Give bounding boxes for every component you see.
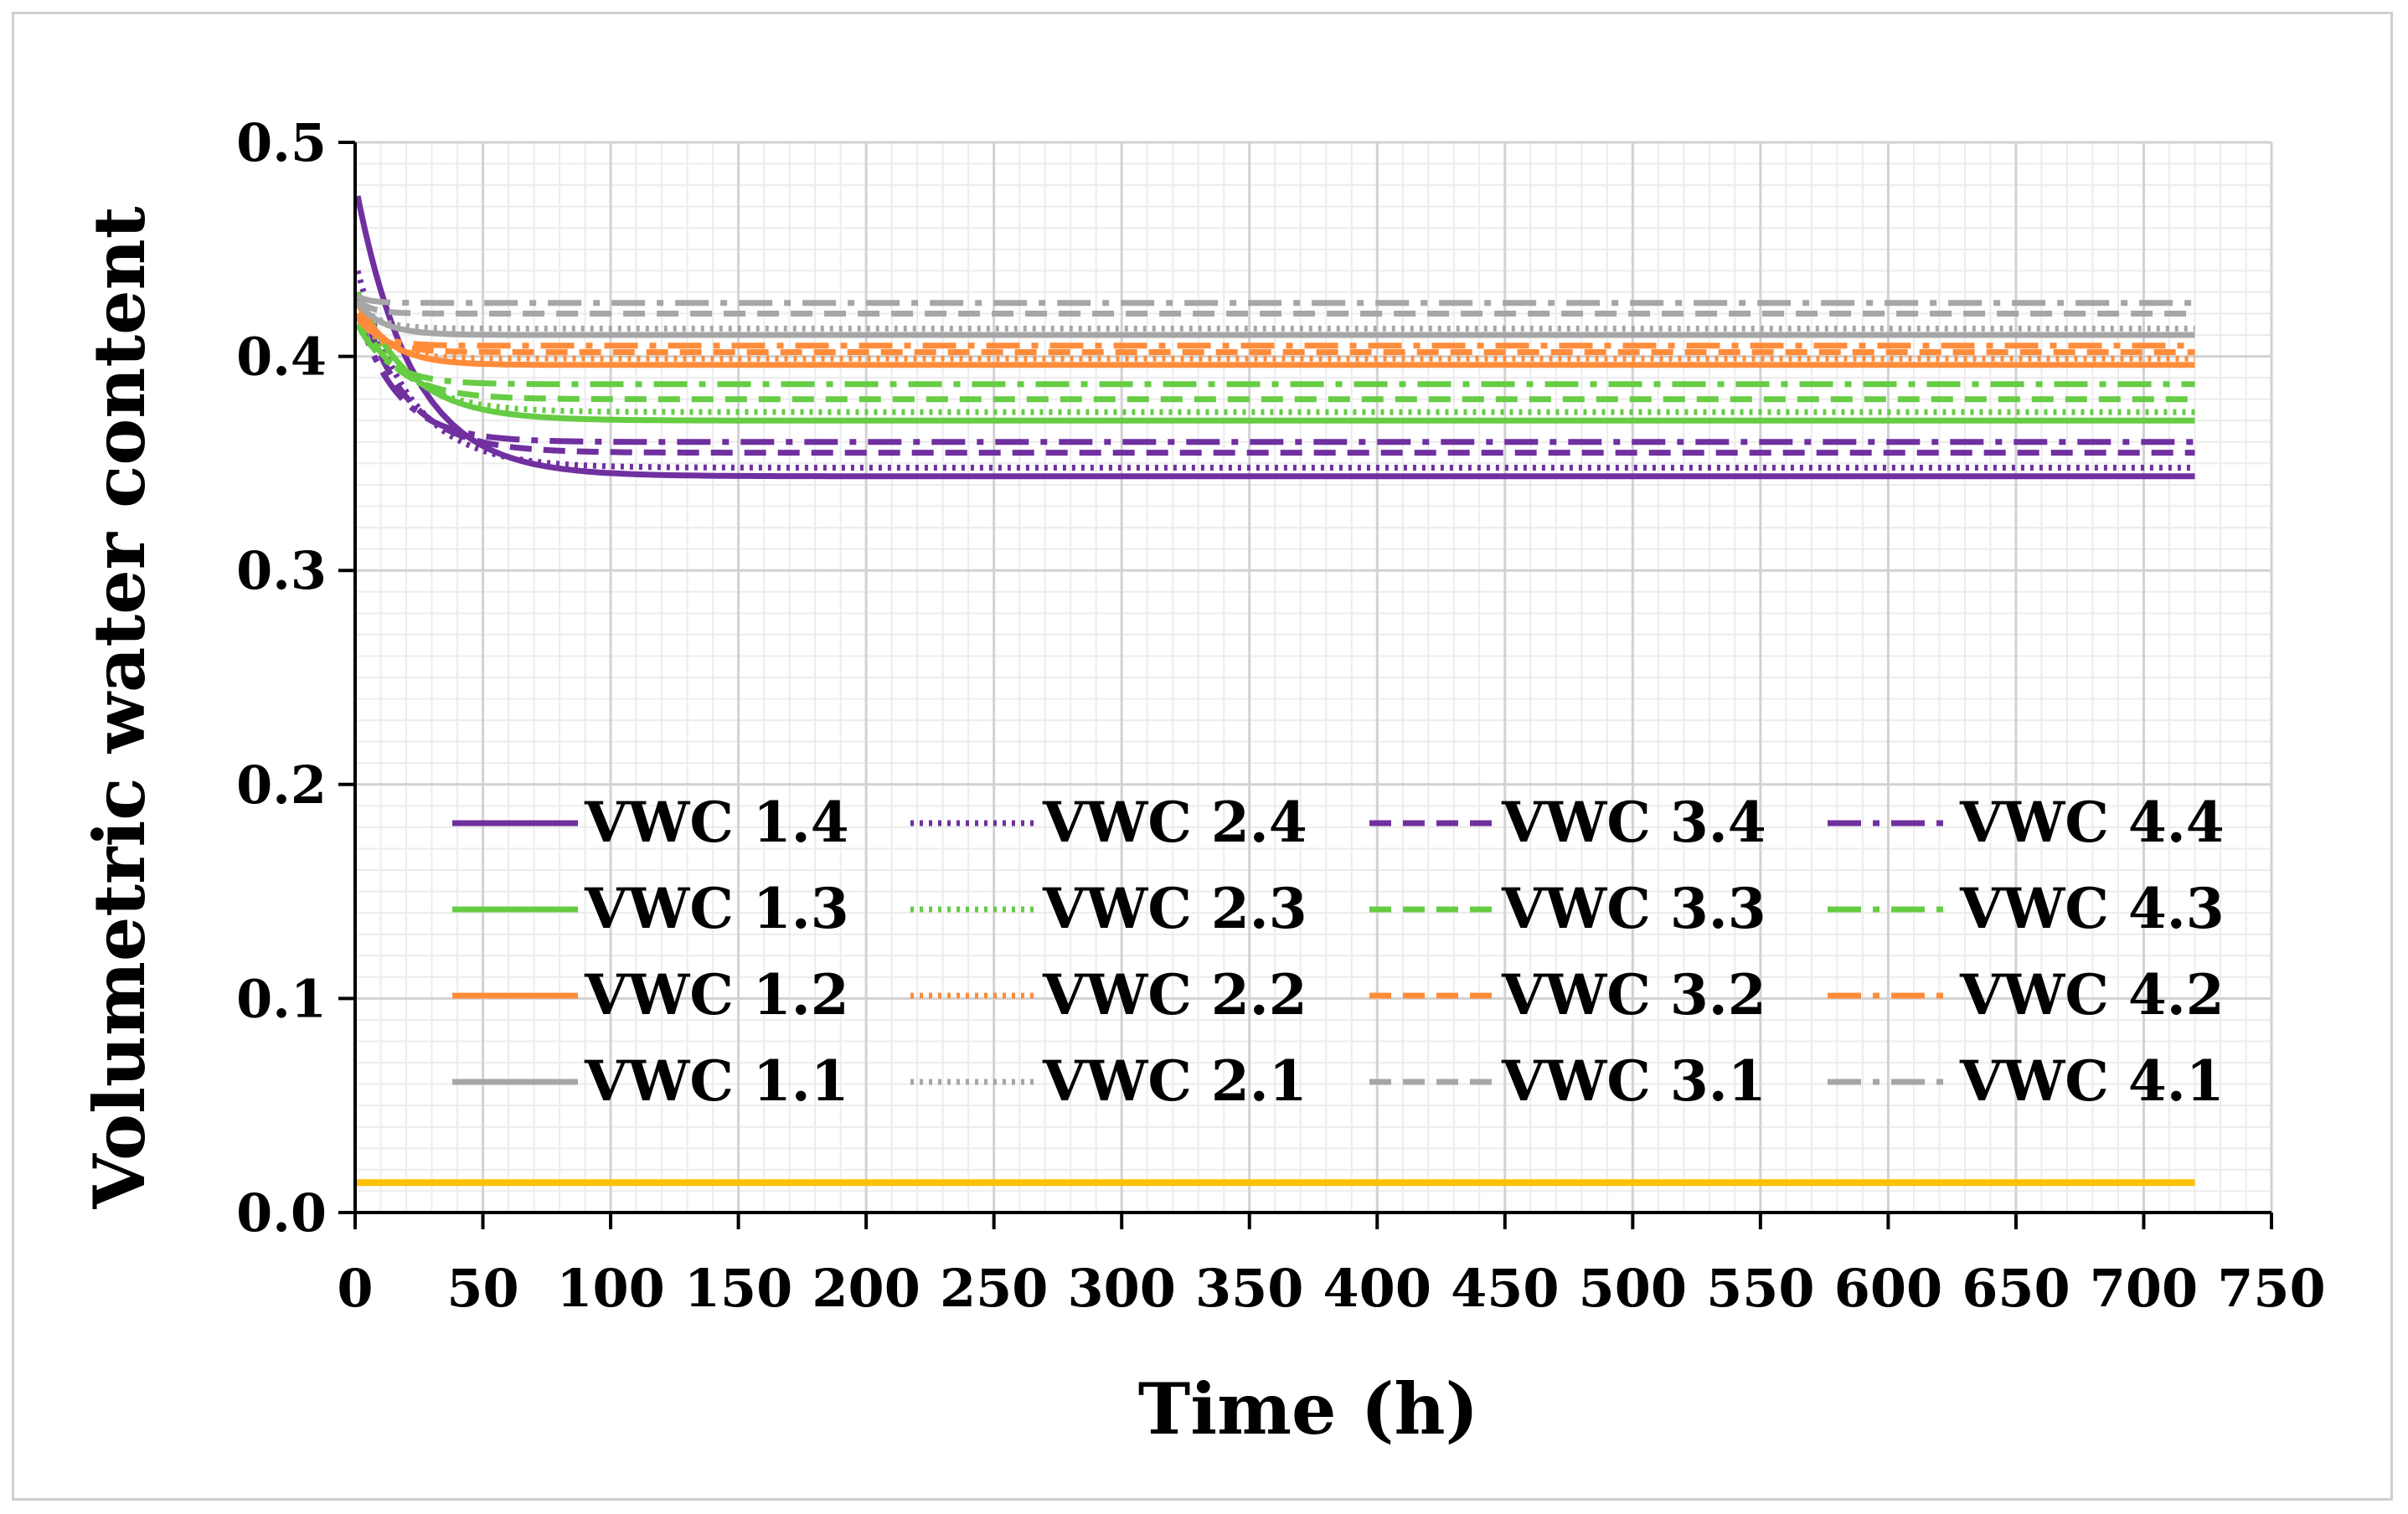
x-tick-label: 550	[1706, 1258, 1814, 1319]
y-axis-title: Volumetric water content	[78, 206, 161, 1209]
series-vwc-3-3	[354, 312, 2195, 403]
tick-labels: 0 50 100 150 200 250 300 350 400 450 500 550 600 650 7…	[236, 112, 2326, 1319]
series-vwc-2-1	[355, 301, 2195, 332]
y-tick-label: 0.2	[236, 754, 327, 816]
y-tick-label: 0.0	[236, 1182, 327, 1244]
legend-label: VWC 4.4	[1959, 790, 2225, 855]
series-layer	[354, 195, 2195, 1187]
series-vwc-1-4	[354, 195, 2195, 480]
series-vwc-1-1	[355, 301, 2195, 338]
series-vwc-4-2	[355, 316, 2195, 349]
series-vwc-1-3	[354, 291, 2195, 424]
series-vwc-3-2	[355, 312, 2195, 355]
series-vwc-3-1	[355, 298, 2195, 317]
axes	[338, 141, 2273, 1229]
legend-label: VWC 3.4	[1501, 790, 1766, 855]
x-tick-label: 150	[684, 1258, 792, 1319]
series-vwc-3-4	[354, 291, 2195, 456]
x-tick-label: 750	[2217, 1258, 2325, 1319]
y-tick-label: 0.1	[236, 968, 327, 1029]
legend-label: VWC 1.1	[584, 1048, 849, 1114]
legend-label: VWC 3.3	[1501, 876, 1766, 941]
x-tick-label: 100	[556, 1258, 664, 1319]
x-tick-label: 450	[1451, 1258, 1559, 1319]
legend-label: VWC 1.3	[584, 876, 849, 941]
series-vwc-2-2	[355, 312, 2195, 362]
y-tick-label: 0.5	[236, 112, 327, 173]
legend: VWC 1.4 VWC 2.4 VWC 3.4 VWC 4.4 VWC 1.3 VWC 2…	[452, 790, 2225, 1114]
x-tick-label: 500	[1579, 1258, 1687, 1319]
series-vwc-2-4	[354, 270, 2195, 471]
x-tick-label: 0	[337, 1258, 373, 1319]
series-vwc-4-3	[355, 322, 2195, 388]
y-tick-label: 0.4	[236, 327, 327, 388]
x-tick-label: 250	[940, 1258, 1048, 1319]
x-tick-label: 50	[446, 1258, 518, 1319]
legend-label: VWC 3.1	[1501, 1048, 1766, 1114]
legend-label: VWC 2.2	[1042, 962, 1307, 1027]
x-axis-title: Time (h)	[1138, 1367, 1479, 1450]
legend-label: VWC 4.3	[1959, 876, 2225, 941]
legend-label: VWC 4.1	[1959, 1048, 2225, 1114]
x-tick-label: 200	[812, 1258, 920, 1319]
series-vwc-4-1	[356, 293, 2195, 306]
legend-label: VWC 1.2	[584, 962, 849, 1027]
y-tick-label: 0.3	[236, 540, 327, 601]
legend-label: VWC 2.1	[1042, 1048, 1307, 1114]
chart-frame	[12, 12, 2393, 1501]
x-tick-label: 600	[1834, 1258, 1942, 1319]
legend-label: VWC 2.4	[1042, 790, 1307, 855]
series-vwc-4-4	[354, 312, 2195, 445]
legend-label: VWC 4.2	[1959, 962, 2225, 1027]
legend-label: VWC 3.2	[1501, 962, 1766, 1027]
legend-label: VWC 2.3	[1042, 876, 1307, 941]
x-tick-label: 350	[1195, 1258, 1303, 1319]
series-vwc-2-3	[354, 301, 2195, 415]
x-tick-label: 300	[1067, 1258, 1175, 1319]
x-tick-label: 650	[1962, 1258, 2070, 1319]
x-tick-label: 700	[2090, 1258, 2198, 1319]
legend-label: VWC 1.4	[584, 790, 849, 855]
x-tick-label: 400	[1323, 1258, 1431, 1319]
